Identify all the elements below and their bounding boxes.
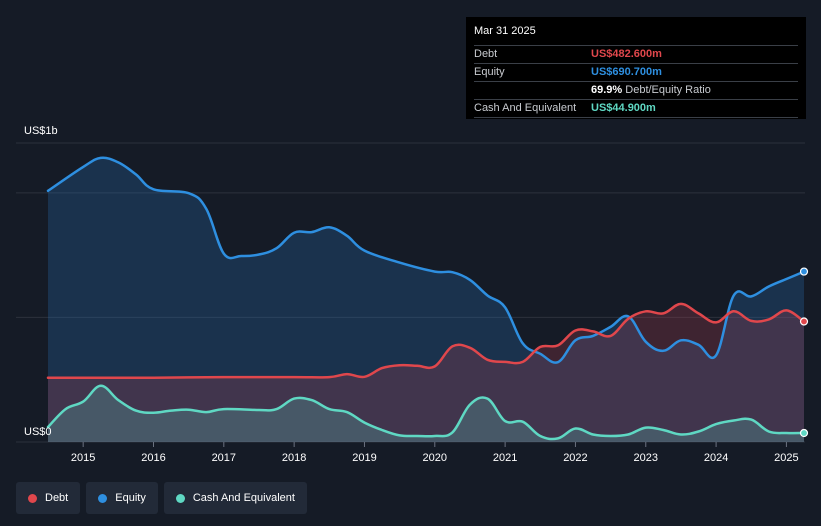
tooltip-cash-label: Cash And Equivalent	[474, 102, 577, 114]
legend-cash-label: Cash And Equivalent	[192, 492, 295, 504]
axis-labels: US$1b US$0	[24, 125, 58, 438]
tooltip-cash-row: Cash And Equivalent US$44.900m	[474, 100, 798, 118]
equity-end-marker	[799, 267, 809, 276]
chart-legend: Debt Equity Cash And Equivalent	[16, 482, 307, 514]
legend-item-equity[interactable]: Equity	[86, 482, 158, 514]
x-tick-label: 2022	[563, 452, 587, 464]
series-lines	[46, 156, 806, 441]
series-areas	[48, 157, 804, 442]
tooltip-panel: Mar 31 2025 Debt US$482.600m Equity US$6…	[466, 17, 806, 119]
tooltip-equity-label: Equity	[474, 66, 505, 78]
end-markers	[799, 267, 809, 438]
tooltip-ratio-row: 69.9% Debt/Equity Ratio	[474, 82, 798, 100]
debt-line	[46, 302, 806, 379]
legend-equity-dot	[98, 493, 108, 503]
legend-equity-label: Equity	[115, 492, 146, 504]
equity-area	[48, 157, 804, 442]
debt-area	[48, 303, 804, 442]
x-tick-label: 2017	[212, 452, 236, 464]
x-tick-label: 2025	[774, 452, 798, 464]
legend-item-debt[interactable]: Debt	[16, 482, 81, 514]
x-tick-label: 2021	[493, 452, 517, 464]
tooltip-equity-value: US$690.700m	[591, 66, 662, 78]
tooltip-debt-row: Debt US$482.600m	[474, 46, 798, 64]
x-tick-label: 2024	[704, 452, 728, 464]
tooltip-ratio-value: 69.9%	[591, 84, 623, 96]
debt-end-marker	[799, 317, 809, 326]
cash-line	[46, 384, 806, 441]
tooltip-date: Mar 31 2025	[474, 23, 798, 46]
cash-area	[48, 385, 804, 442]
equity-line	[46, 156, 806, 364]
y-axis-bottom-label: US$0	[24, 426, 52, 438]
x-tick-label: 2020	[423, 452, 447, 464]
tooltip-debt-value: US$482.600m	[591, 48, 662, 60]
x-tick-label: 2019	[352, 452, 376, 464]
legend-cash-dot	[175, 493, 185, 503]
x-tick-label: 2015	[71, 452, 95, 464]
y-axis-top-label: US$1b	[24, 125, 58, 137]
legend-item-cash[interactable]: Cash And Equivalent	[163, 482, 307, 514]
tooltip-ratio-label: Debt/Equity Ratio	[625, 84, 711, 96]
x-axis-ticks: 2015 2016 2017 2018 2019 2020 2021 2022 2023 2024…	[71, 442, 799, 464]
tooltip-cash-value: US$44.900m	[591, 102, 656, 114]
legend-debt-dot	[28, 493, 37, 503]
tooltip-debt-label: Debt	[474, 48, 498, 60]
legend-debt-label: Debt	[45, 492, 69, 504]
grid-lines	[16, 142, 805, 443]
x-tick-label: 2023	[634, 452, 658, 464]
tooltip-equity-row: Equity US$690.700m	[474, 64, 798, 82]
cash-end-marker	[799, 428, 809, 438]
x-tick-label: 2018	[282, 452, 306, 464]
x-tick-label: 2016	[141, 452, 165, 464]
